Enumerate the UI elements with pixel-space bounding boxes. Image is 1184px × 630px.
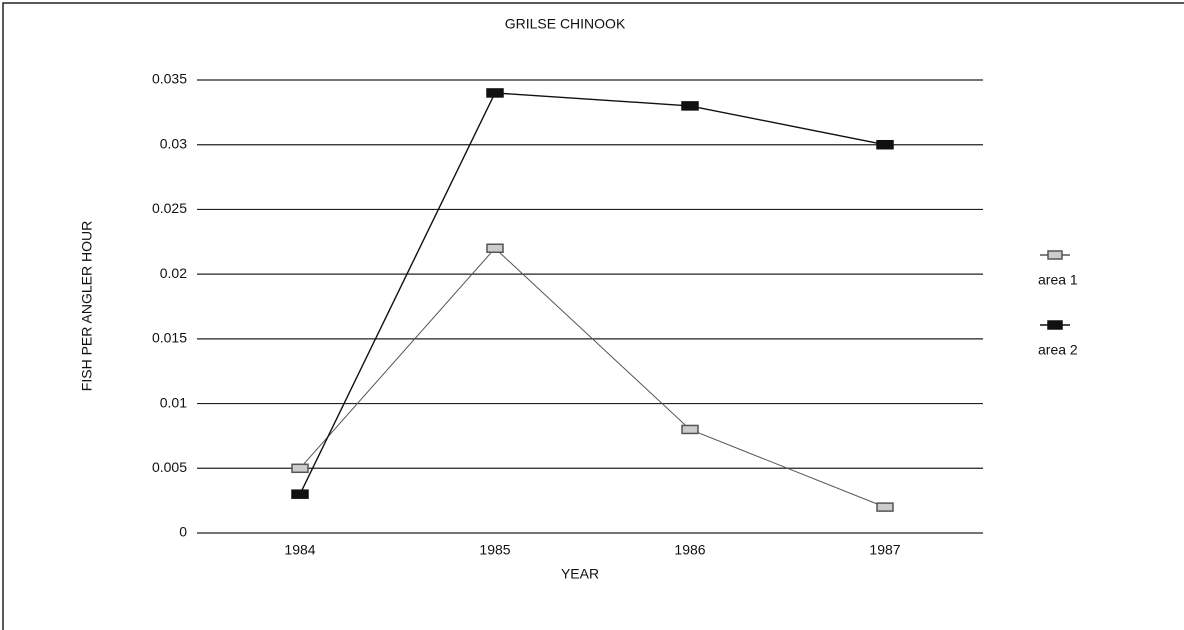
y-tick-label: 0.035 (152, 71, 187, 87)
marker (681, 424, 699, 435)
x-tick-label: 1984 (284, 542, 315, 558)
series-line (299, 92, 886, 495)
y-tick-label: 0 (179, 524, 187, 540)
y-tick-label: 0.005 (152, 459, 187, 475)
legend-marker (1047, 320, 1063, 330)
marker (876, 139, 894, 150)
y-axis-label: FISH PER ANGLER HOUR (79, 221, 95, 391)
chart-title: GRILSE CHINOOK (505, 16, 626, 32)
y-tick-label: 0.02 (160, 265, 187, 281)
marker (291, 463, 309, 474)
marker (681, 101, 699, 111)
x-tick-label: 1985 (479, 542, 510, 558)
legend-marker (1047, 250, 1063, 260)
x-axis-label: YEAR (561, 566, 599, 582)
marker (486, 243, 504, 254)
y-tick-label: 0.015 (152, 330, 187, 346)
series-line (299, 247, 886, 508)
legend-label: area 2 (1038, 342, 1078, 358)
x-tick-label: 1987 (869, 542, 900, 558)
marker (291, 489, 309, 499)
marker (486, 88, 504, 98)
y-tick-label: 0.01 (160, 394, 187, 410)
marker (876, 502, 894, 512)
x-tick-label: 1986 (674, 542, 705, 558)
legend-label: area 1 (1038, 272, 1078, 288)
y-tick-label: 0.025 (152, 200, 187, 216)
y-tick-label: 0.03 (160, 135, 187, 151)
